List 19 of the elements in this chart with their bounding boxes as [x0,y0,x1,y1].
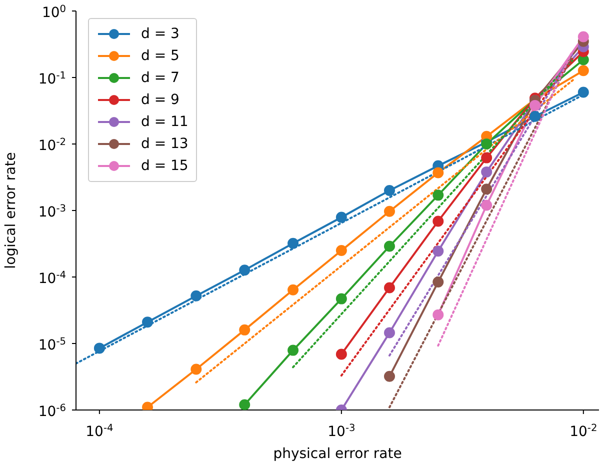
legend-label: d = 7 [141,70,180,86]
y-tick-label: 10$^{-4}$ [38,270,66,287]
legend-label: d = 5 [141,48,180,64]
legend-label: d = 11 [141,114,188,130]
legend-label: d = 13 [141,136,188,152]
x-tick-label: 10$^{-3}$ [328,422,356,440]
y-tick-label: 10$^{0}$ [42,4,66,21]
legend-label: d = 3 [141,26,180,42]
y-axis-title: logical error rate [2,152,19,269]
y-tick-label: 10$^{-2}$ [38,136,66,154]
x-tick-label: 10$^{-4}$ [86,422,114,440]
x-axis-title: physical error rate [273,446,402,462]
y-tick-label: 10$^{-5}$ [38,336,66,354]
legend-label: d = 15 [141,158,188,174]
y-tick-label: 10$^{-3}$ [38,203,66,220]
x-tick-label: 10$^{-2}$ [570,422,598,440]
y-tick-label: 10$^{-1}$ [38,70,66,88]
legend-label: d = 9 [141,92,180,108]
y-tick-label: 10$^{-6}$ [38,402,66,420]
